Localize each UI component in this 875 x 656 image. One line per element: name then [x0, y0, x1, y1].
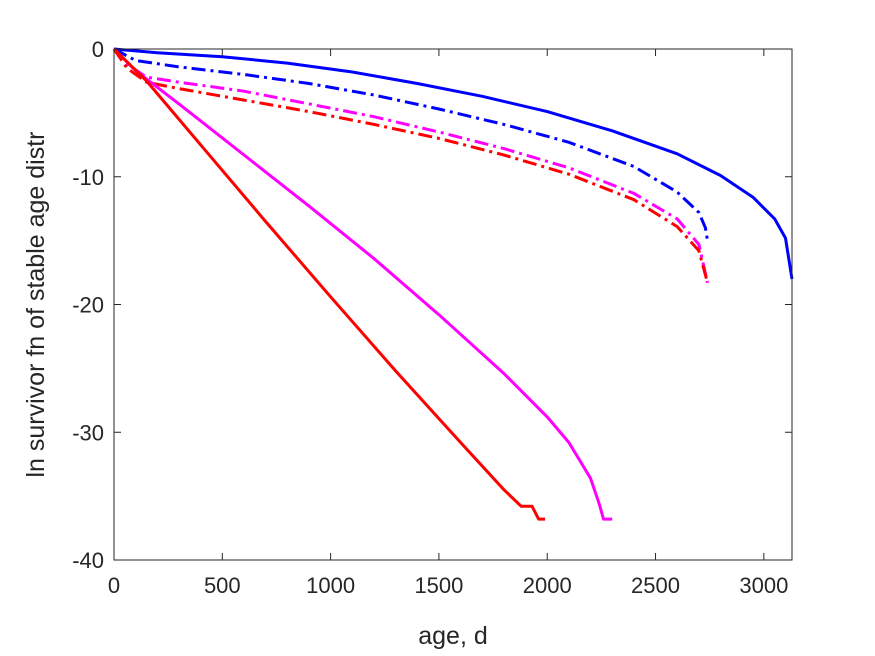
x-tick-label: 500 — [204, 573, 241, 598]
x-tick-label: 3000 — [739, 573, 788, 598]
y-tick-label: -40 — [72, 548, 104, 573]
tick-layer: 0 500 1000 1500 2000 2500 3000 0 -10 -20 -30 -40 — [72, 37, 792, 598]
y-axis-label: ln survivor fn of stable age distr — [22, 132, 50, 478]
series-line-1 — [113, 47, 794, 280]
x-tick-label: 1000 — [306, 573, 355, 598]
series-line-6 — [112, 47, 546, 521]
x-tick-label: 2000 — [523, 573, 572, 598]
series-line-5 — [112, 47, 613, 521]
x-axis-label: age, d — [418, 622, 488, 650]
series-line-3 — [112, 48, 709, 284]
x-tick-label: 1500 — [414, 573, 463, 598]
series-layer — [112, 47, 794, 521]
y-tick-label: 0 — [92, 37, 104, 62]
x-tick-label: 0 — [108, 573, 120, 598]
y-tick-label: -10 — [72, 165, 104, 190]
x-tick-label: 2500 — [631, 573, 680, 598]
y-tick-label: -30 — [72, 420, 104, 445]
y-tick-label: -20 — [72, 293, 104, 318]
